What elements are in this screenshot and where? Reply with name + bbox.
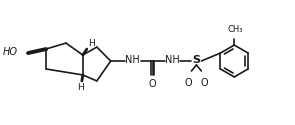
Text: O: O	[201, 78, 208, 88]
Text: H: H	[78, 83, 84, 92]
Text: NH: NH	[125, 55, 140, 65]
Text: O: O	[185, 78, 192, 88]
Text: H: H	[88, 39, 95, 48]
Text: O: O	[149, 79, 156, 89]
Text: S: S	[192, 55, 200, 65]
Text: CH₃: CH₃	[227, 25, 243, 34]
Text: NH: NH	[165, 55, 180, 65]
Text: HO: HO	[3, 47, 18, 57]
